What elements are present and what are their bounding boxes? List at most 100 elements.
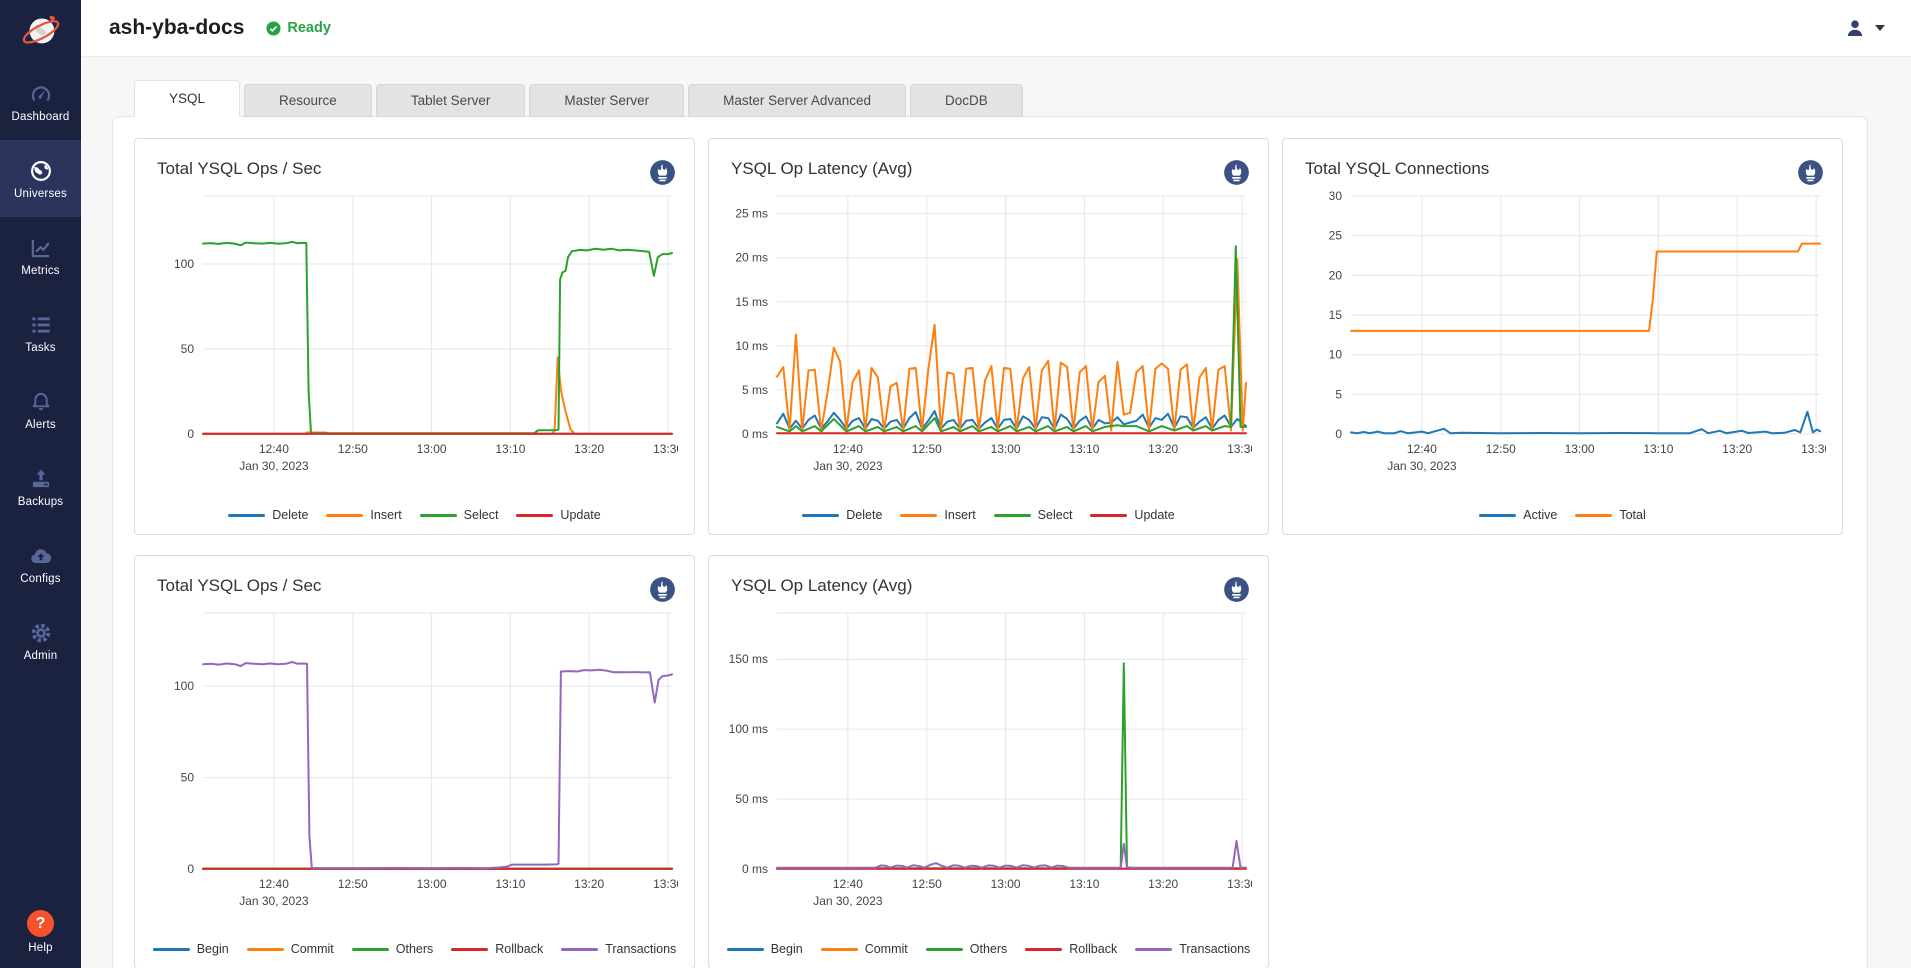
chart-plot[interactable]: 05010012:4012:5013:0013:1013:2013:30Jan … (151, 188, 678, 480)
legend-item-active[interactable]: Active (1479, 508, 1557, 522)
sidebar-item-configs[interactable]: Configs (0, 525, 81, 602)
panel-title: Total YSQL Ops / Sec (157, 576, 321, 596)
svg-text:13:10: 13:10 (1643, 442, 1673, 456)
sidebar-item-backups[interactable]: Backups (0, 448, 81, 525)
svg-text:20 ms: 20 ms (735, 251, 768, 265)
charts-grid: Total YSQL Ops / Sec05010012:4012:5013:0… (134, 138, 1846, 968)
legend-item-begin[interactable]: Begin (153, 942, 229, 956)
legend-label: Delete (272, 508, 308, 522)
legend-item-insert[interactable]: Insert (326, 508, 401, 522)
legend-item-rollback[interactable]: Rollback (451, 942, 543, 956)
panel-header: YSQL Op Latency (Avg) (731, 159, 1250, 186)
sidebar-item-label: Dashboard (11, 111, 69, 123)
legend-label: Begin (197, 942, 229, 956)
legend-item-update[interactable]: Update (516, 508, 600, 522)
svg-text:0: 0 (187, 427, 194, 441)
content-area: YSQLResourceTablet ServerMaster ServerMa… (81, 57, 1911, 968)
chart-panel-total-ysql-connections-3: Total YSQL Connections05101520253012:401… (1282, 138, 1843, 535)
legend-item-select[interactable]: Select (420, 508, 499, 522)
prometheus-icon[interactable] (1797, 159, 1824, 186)
tab-docdb[interactable]: DocDB (910, 84, 1023, 117)
sidebar-nav: Dashboard Universes Metrics Tasks Alerts Back… (0, 63, 81, 679)
chart-panel-ysql-op-latency-avg--5: YSQL Op Latency (Avg)0 ms50 ms100 ms150 … (708, 555, 1269, 968)
chart-plot[interactable]: 05101520253012:4012:5013:0013:1013:2013:… (1299, 188, 1826, 480)
svg-text:25 ms: 25 ms (735, 207, 768, 221)
sidebar-item-label: Tasks (25, 342, 55, 354)
legend-swatch (1575, 514, 1612, 517)
svg-text:0: 0 (1335, 427, 1342, 441)
legend-label: Update (1134, 508, 1174, 522)
sidebar-item-dashboard[interactable]: Dashboard (0, 63, 81, 140)
sidebar-item-tasks[interactable]: Tasks (0, 294, 81, 371)
panel-header: Total YSQL Ops / Sec (157, 159, 676, 186)
svg-text:50 ms: 50 ms (735, 792, 768, 806)
legend-label: Others (396, 942, 434, 956)
tab-ysql[interactable]: YSQL (134, 80, 240, 117)
legend-item-commit[interactable]: Commit (821, 942, 908, 956)
legend-item-rollback[interactable]: Rollback (1025, 942, 1117, 956)
svg-text:0: 0 (187, 862, 194, 876)
legend-item-delete[interactable]: Delete (802, 508, 882, 522)
yugabyte-logo-icon[interactable] (0, 0, 81, 57)
sidebar-item-admin[interactable]: Admin (0, 602, 81, 679)
legend-swatch (1479, 514, 1516, 517)
svg-text:10 ms: 10 ms (735, 339, 768, 353)
legend-label: Commit (291, 942, 334, 956)
legend-item-transactions[interactable]: Transactions (561, 942, 676, 956)
svg-text:Jan 30, 2023: Jan 30, 2023 (813, 894, 883, 908)
legend-item-delete[interactable]: Delete (228, 508, 308, 522)
svg-text:13:10: 13:10 (1069, 442, 1099, 456)
svg-text:12:50: 12:50 (912, 442, 942, 456)
chart-plot[interactable]: 0 ms50 ms100 ms150 ms12:4012:5013:0013:1… (725, 605, 1252, 915)
legend-item-others[interactable]: Others (926, 942, 1008, 956)
svg-text:15: 15 (1329, 308, 1343, 322)
svg-text:13:20: 13:20 (574, 877, 604, 891)
panel-header: Total YSQL Connections (1305, 159, 1824, 186)
user-menu[interactable] (1843, 16, 1885, 40)
chart-plot[interactable]: 0 ms5 ms10 ms15 ms20 ms25 ms12:4012:5013… (725, 188, 1252, 480)
legend-swatch (451, 948, 488, 951)
svg-text:13:30: 13:30 (1801, 442, 1826, 456)
legend-item-select[interactable]: Select (994, 508, 1073, 522)
panel-title: Total YSQL Ops / Sec (157, 159, 321, 179)
tab-tablet-server[interactable]: Tablet Server (376, 84, 526, 117)
legend-item-transactions[interactable]: Transactions (1135, 942, 1250, 956)
svg-text:100: 100 (174, 257, 194, 271)
tasks-icon (28, 312, 54, 338)
chart-plot[interactable]: 05010012:4012:5013:0013:1013:2013:30Jan … (151, 605, 678, 915)
legend-label: Transactions (1179, 942, 1250, 956)
legend-item-commit[interactable]: Commit (247, 942, 334, 956)
sidebar-item-help[interactable]: ? Help (0, 910, 81, 954)
svg-text:5: 5 (1335, 387, 1342, 401)
prometheus-icon[interactable] (649, 576, 676, 603)
legend-item-others[interactable]: Others (352, 942, 434, 956)
svg-text:13:20: 13:20 (574, 442, 604, 456)
metrics-icon (28, 235, 54, 261)
status-badge: Ready (266, 20, 331, 36)
app-root: Dashboard Universes Metrics Tasks Alerts Back… (0, 0, 1911, 968)
tab-master-server[interactable]: Master Server (529, 84, 684, 117)
tab-master-server-advanced[interactable]: Master Server Advanced (688, 84, 906, 117)
tab-resource[interactable]: Resource (244, 84, 372, 117)
sidebar-item-universes[interactable]: Universes (0, 140, 81, 217)
legend-item-insert[interactable]: Insert (900, 508, 975, 522)
svg-text:13:20: 13:20 (1148, 442, 1178, 456)
legend-swatch (420, 514, 457, 517)
sidebar-item-alerts[interactable]: Alerts (0, 371, 81, 448)
legend-item-total[interactable]: Total (1575, 508, 1645, 522)
svg-text:25: 25 (1329, 229, 1343, 243)
legend-item-begin[interactable]: Begin (727, 942, 803, 956)
sidebar-item-label: Backups (18, 496, 64, 508)
sidebar-item-metrics[interactable]: Metrics (0, 217, 81, 294)
sidebar-item-label: Admin (24, 650, 58, 662)
legend-swatch (247, 948, 284, 951)
prometheus-icon[interactable] (1223, 159, 1250, 186)
legend-item-update[interactable]: Update (1090, 508, 1174, 522)
legend-swatch (326, 514, 363, 517)
legend-swatch (802, 514, 839, 517)
panel-header: YSQL Op Latency (Avg) (731, 576, 1250, 603)
prometheus-icon[interactable] (649, 159, 676, 186)
chart-panel-ysql-op-latency-avg--2: YSQL Op Latency (Avg)0 ms5 ms10 ms15 ms2… (708, 138, 1269, 535)
sidebar-item-label: Metrics (21, 265, 59, 277)
prometheus-icon[interactable] (1223, 576, 1250, 603)
